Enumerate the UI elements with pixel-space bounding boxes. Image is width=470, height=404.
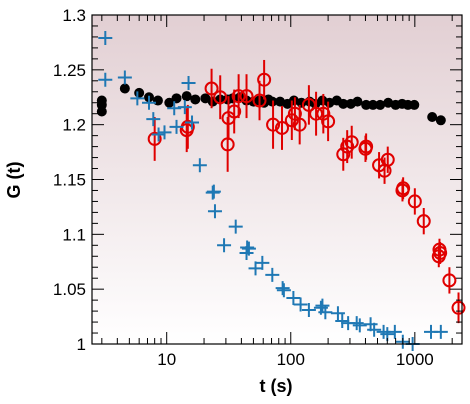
- data-point: [181, 75, 196, 90]
- data-point: [451, 300, 466, 315]
- data-point: [146, 112, 161, 127]
- data-point: [206, 184, 221, 199]
- series-1: [147, 59, 466, 324]
- data-point: [407, 194, 422, 209]
- data-point: [266, 117, 281, 132]
- data-point: [169, 119, 184, 134]
- data-point: [239, 89, 254, 104]
- data-point: [380, 152, 395, 167]
- x-tick-label: 10: [157, 350, 176, 369]
- data-point: [375, 99, 386, 110]
- data-point: [157, 125, 172, 140]
- data-point: [315, 298, 330, 313]
- data-point: [416, 214, 431, 229]
- data-point: [301, 303, 316, 318]
- data-point: [276, 283, 291, 298]
- data-point: [147, 131, 162, 146]
- data-point: [344, 135, 359, 150]
- data-point: [117, 70, 132, 85]
- data-point: [190, 94, 201, 105]
- data-point: [275, 281, 290, 296]
- y-tick-label: 1.3: [62, 6, 86, 25]
- data-point: [361, 99, 372, 110]
- data-point: [177, 100, 192, 115]
- data-point: [130, 91, 145, 106]
- data-point: [301, 97, 316, 112]
- data-point: [293, 297, 308, 312]
- data-point: [241, 241, 256, 256]
- data-point: [330, 306, 345, 321]
- data-point: [367, 322, 382, 337]
- data-point: [98, 31, 113, 46]
- data-point: [205, 185, 220, 200]
- data-point: [352, 318, 367, 333]
- data-point: [134, 87, 145, 98]
- data-point: [396, 181, 411, 196]
- y-axis: 1 1.05 1.1 1.15 1.2 1.25 1.3: [53, 6, 462, 354]
- data-point: [352, 96, 363, 107]
- data-point: [181, 91, 192, 102]
- data-point: [349, 316, 364, 331]
- data-point: [213, 90, 228, 105]
- data-point: [427, 111, 438, 122]
- y-tick-label: 1.15: [53, 171, 86, 190]
- data-point: [167, 101, 182, 116]
- y-tick-label: 1: [77, 335, 86, 354]
- data-point: [284, 113, 299, 128]
- data-point: [318, 305, 333, 320]
- data-point: [252, 93, 267, 108]
- data-point: [207, 204, 222, 219]
- y-tick-label: 1.25: [53, 61, 86, 80]
- data-point: [151, 127, 166, 142]
- data-point: [265, 267, 280, 282]
- data-point: [338, 98, 349, 109]
- data-point: [255, 255, 270, 270]
- data-point: [228, 219, 243, 234]
- data-point: [141, 95, 156, 110]
- data-point: [435, 115, 446, 126]
- data-point: [309, 106, 324, 121]
- data-point: [387, 324, 402, 339]
- data-point: [286, 290, 301, 305]
- data-point: [275, 120, 290, 135]
- data-point: [359, 139, 374, 154]
- data-point: [204, 81, 219, 96]
- data-point: [340, 139, 355, 154]
- x-tick-label: 100: [277, 350, 305, 369]
- x-axis: 10 100 1000: [101, 15, 453, 369]
- data-point: [164, 97, 175, 108]
- data-point: [409, 99, 420, 110]
- data-point: [98, 72, 113, 87]
- data-point: [231, 89, 246, 104]
- data-point: [367, 99, 378, 110]
- data-point: [227, 104, 242, 119]
- plot-background: [92, 15, 462, 344]
- x-tick-label: 1000: [396, 350, 434, 369]
- data-point: [335, 313, 350, 328]
- data-point: [292, 117, 307, 132]
- y-tick-label: 1.05: [53, 280, 86, 299]
- data-point: [442, 273, 457, 288]
- data-point: [336, 147, 351, 162]
- data-point: [96, 95, 107, 106]
- data-point: [119, 83, 130, 94]
- data-point: [257, 72, 272, 87]
- y-axis-label: G (t): [4, 162, 24, 199]
- data-point: [192, 158, 207, 173]
- data-point: [321, 114, 336, 129]
- y-tick-label: 1.2: [62, 116, 86, 135]
- x-axis-label: t (s): [260, 376, 293, 396]
- data-point: [433, 245, 448, 260]
- data-point: [171, 93, 182, 104]
- data-point: [433, 324, 448, 339]
- data-point: [152, 95, 163, 106]
- data-point: [217, 238, 232, 253]
- data-point: [240, 240, 255, 255]
- data-point: [185, 115, 200, 130]
- y-tick-label: 1.1: [62, 225, 86, 244]
